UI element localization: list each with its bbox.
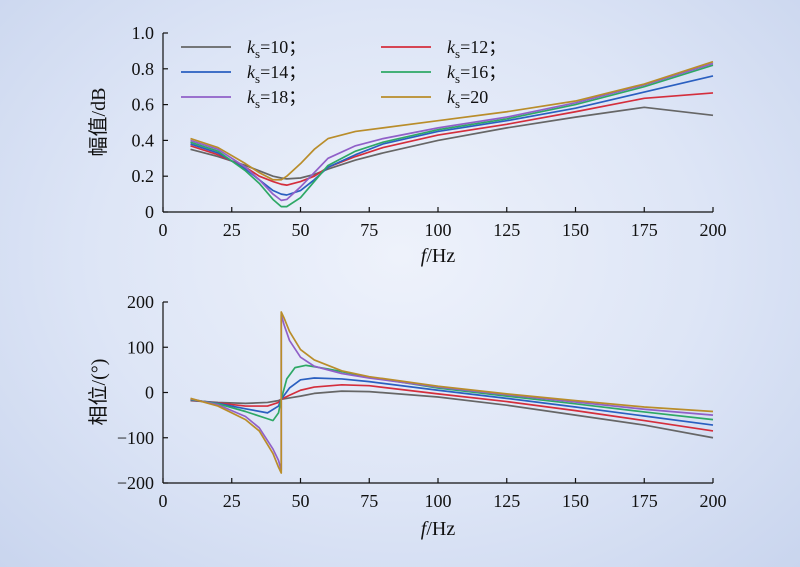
series-line-6: [190, 311, 714, 474]
x-tick-label: 50: [292, 491, 310, 511]
legend-label: ks=14；: [247, 62, 306, 86]
x-tick-label: 200: [700, 220, 727, 240]
y-tick-label: 200: [127, 292, 154, 312]
legend-label: ks=18；: [247, 87, 306, 111]
y-tick-label: −200: [117, 473, 154, 493]
legend-label: ks=10；: [247, 37, 306, 61]
series-line-1: [190, 390, 714, 439]
legend-label: ks=20: [447, 87, 488, 111]
x-tick-label: 175: [631, 491, 658, 511]
series-line-1: [190, 106, 714, 180]
legend-label: ks=12；: [447, 37, 506, 61]
x-tick-label: 75: [360, 491, 378, 511]
legend: ks=10； ks=12； ks=14； ks=16； ks=18； ks=20: [181, 37, 506, 111]
x-tick-label: 125: [493, 220, 520, 240]
x-tick-label: 0: [159, 220, 168, 240]
x-tick-label: 100: [425, 491, 452, 511]
x-tick-label: 175: [631, 220, 658, 240]
y-tick-label: −100: [117, 428, 154, 448]
x-tick-label: 150: [562, 220, 589, 240]
magnitude-chart: 0 25 50 75 100 125 150 175 200 0 0.2 0.4 0.6 0.8 1.0 幅值…: [87, 23, 727, 267]
y-tick-label: 0.6: [132, 95, 155, 115]
y-tick-label: 100: [127, 337, 154, 357]
series-line-2: [190, 383, 714, 432]
y-tick-label: 0.4: [132, 130, 155, 150]
phase-chart: 0 25 50 75 100 125 150 175 200 −200 −100 0 100 200 相位/…: [87, 292, 727, 540]
x-axis-title: f/Hz: [421, 245, 456, 267]
x-tick-label: 200: [700, 491, 727, 511]
series-line-4: [190, 364, 714, 422]
y-tick-label: 0: [145, 383, 154, 403]
series-line-4: [190, 64, 714, 208]
y-tick-label: 0.8: [132, 59, 155, 79]
series-line-5: [190, 62, 714, 202]
x-tick-label: 150: [562, 491, 589, 511]
x-tick-label: 25: [223, 491, 241, 511]
y-tick-label: 1.0: [132, 23, 155, 43]
x-axis-title: f/Hz: [421, 518, 456, 540]
x-tick-label: 100: [425, 220, 452, 240]
x-tick-label: 125: [493, 491, 520, 511]
series-line-3: [190, 377, 714, 426]
y-axis-title: 相位/(°): [87, 359, 110, 426]
x-tick-label: 0: [159, 491, 168, 511]
series-line-6: [190, 60, 714, 181]
y-tick-label: 0: [145, 202, 154, 222]
x-tick-label: 25: [223, 220, 241, 240]
y-axis-title: 幅值/dB: [87, 88, 110, 157]
series-line-2: [190, 92, 714, 186]
x-tick-label: 50: [292, 220, 310, 240]
y-tick-label: 0.2: [132, 166, 155, 186]
x-tick-label: 75: [360, 220, 378, 240]
legend-label: ks=16；: [447, 62, 506, 86]
series-line-5: [190, 313, 714, 472]
